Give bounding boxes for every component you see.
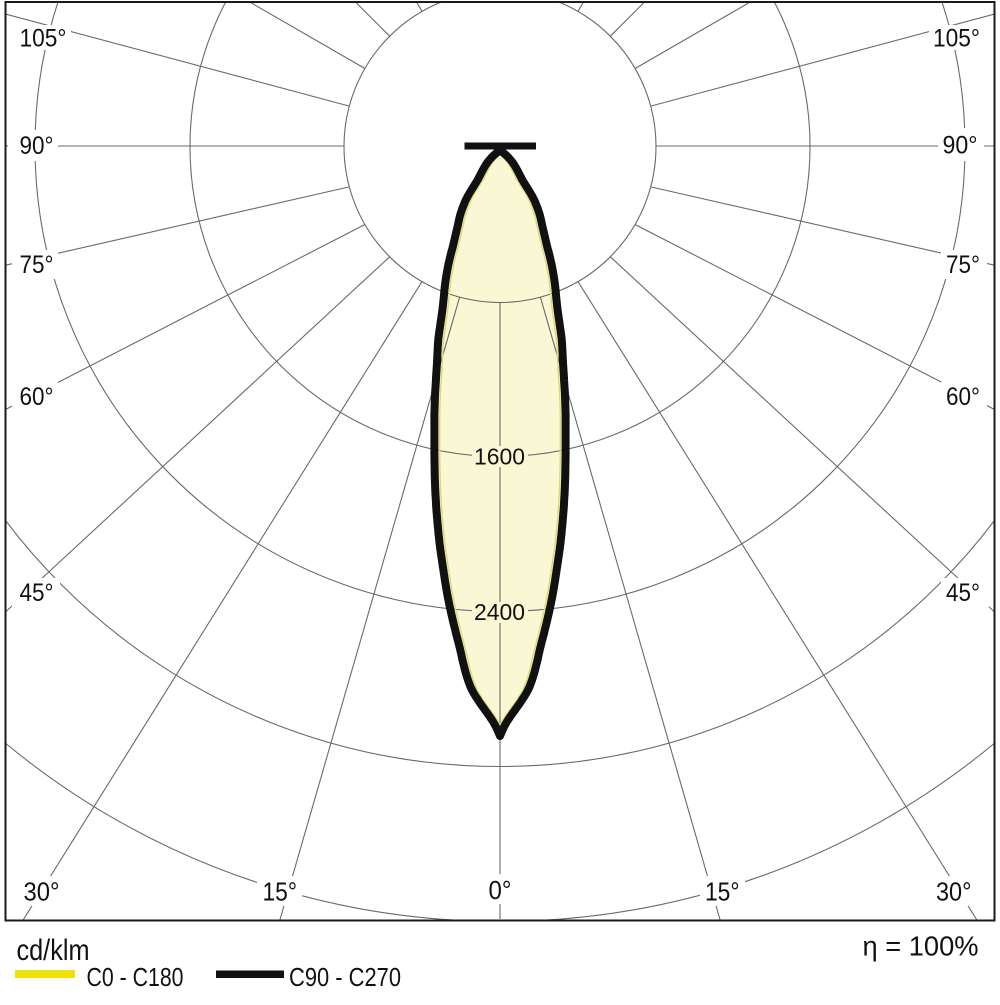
svg-text:15°: 15°	[705, 877, 740, 907]
svg-text:15°: 15°	[263, 877, 298, 907]
svg-text:η = 100%: η = 100%	[863, 931, 979, 962]
svg-text:1600: 1600	[474, 444, 525, 470]
svg-text:30°: 30°	[936, 877, 972, 907]
svg-text:75°: 75°	[946, 251, 980, 279]
svg-text:C90 - C270: C90 - C270	[289, 964, 401, 992]
svg-text:90°: 90°	[943, 132, 978, 160]
svg-text:75°: 75°	[20, 251, 54, 279]
svg-text:cd/klm: cd/klm	[17, 934, 90, 967]
svg-text:2400: 2400	[474, 599, 525, 625]
svg-text:45°: 45°	[20, 579, 54, 607]
svg-text:45°: 45°	[946, 579, 980, 607]
svg-text:60°: 60°	[946, 383, 980, 411]
svg-text:60°: 60°	[20, 383, 54, 411]
svg-text:0°: 0°	[489, 875, 512, 905]
svg-text:105°: 105°	[933, 25, 980, 53]
svg-text:C0 - C180: C0 - C180	[87, 964, 184, 992]
svg-text:105°: 105°	[20, 25, 67, 53]
svg-text:30°: 30°	[24, 877, 60, 907]
svg-text:90°: 90°	[20, 132, 54, 160]
